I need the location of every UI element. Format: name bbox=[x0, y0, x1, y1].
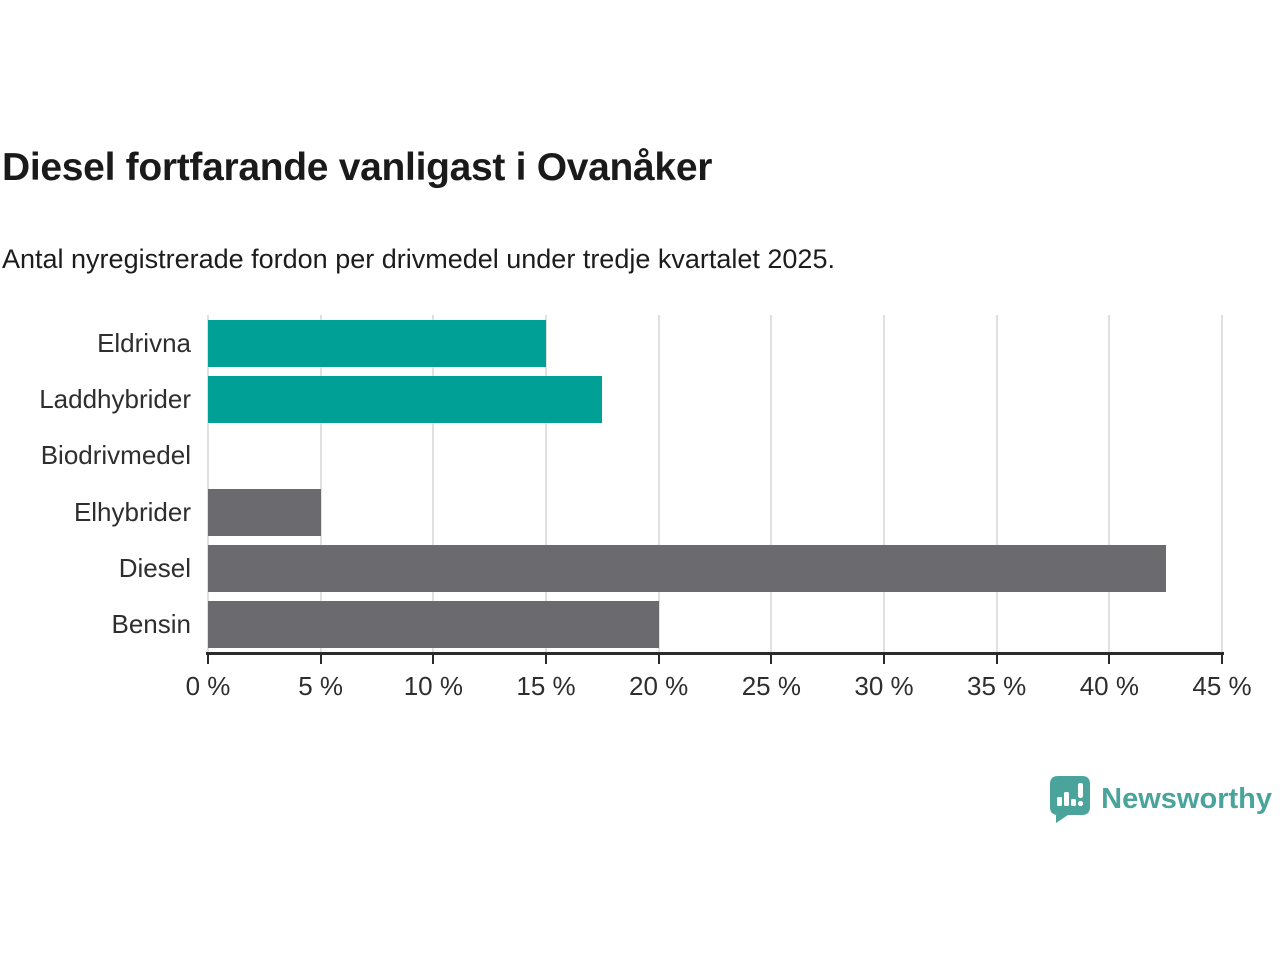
x-tick-mark bbox=[770, 655, 773, 664]
gridline bbox=[1221, 315, 1223, 653]
category-label: Elhybrider bbox=[73, 496, 191, 527]
category-label: Diesel bbox=[118, 552, 191, 583]
newsworthy-brand: Newsworthy bbox=[1048, 775, 1272, 823]
x-tick-mark bbox=[207, 655, 209, 664]
brand-name: Newsworthy bbox=[1101, 782, 1272, 815]
bar-rows bbox=[208, 315, 1222, 653]
bar-row bbox=[208, 315, 1222, 371]
x-tick-label: 25 % bbox=[741, 671, 801, 701]
gridline bbox=[770, 315, 773, 653]
x-tick-label: 20 % bbox=[629, 671, 689, 701]
category-label: Eldrivna bbox=[97, 327, 191, 358]
bar-elhybrider bbox=[208, 488, 321, 536]
gridline bbox=[432, 315, 435, 653]
gridline bbox=[995, 315, 998, 653]
category-label: Bensin bbox=[111, 609, 192, 640]
gridline bbox=[1108, 315, 1111, 653]
x-tick-label: 5 % bbox=[298, 671, 344, 701]
gridline bbox=[545, 315, 547, 653]
x-tick-mark bbox=[657, 655, 660, 664]
category-label: Biodrivmedel bbox=[40, 440, 191, 471]
x-tick-label: 40 % bbox=[1079, 671, 1139, 701]
x-tick-mark bbox=[1221, 655, 1223, 664]
newsworthy-logo-icon bbox=[1048, 775, 1092, 823]
gridline bbox=[207, 315, 209, 653]
x-tick-label: 15 % bbox=[516, 671, 576, 701]
x-tick-label: 0 % bbox=[185, 671, 231, 701]
x-tick-mark bbox=[995, 655, 998, 664]
x-axis-tick-labels: 0 % 5 % 10 % 15 % 20 % 25 % 30 % 35 % 40 % 45 % bbox=[186, 671, 1252, 701]
x-tick-label: 45 % bbox=[1192, 671, 1252, 701]
bar-eldrivna bbox=[208, 319, 546, 367]
plot-area bbox=[207, 315, 1223, 653]
x-tick-label: 10 % bbox=[403, 671, 463, 701]
bar-laddhybrider bbox=[208, 375, 603, 423]
x-tick-mark bbox=[545, 655, 547, 664]
chart-subtitle: Antal nyregistrerade fordon per drivmede… bbox=[2, 244, 835, 274]
gridline bbox=[883, 315, 885, 653]
bar-row bbox=[208, 428, 1222, 484]
chart-title: Diesel fortfarande vanligast i Ovanåker bbox=[2, 146, 713, 189]
x-tick-mark bbox=[432, 655, 435, 664]
gridlines bbox=[207, 315, 1223, 653]
x-tick-label: 35 % bbox=[967, 671, 1027, 701]
x-axis-line bbox=[206, 652, 1224, 655]
gridline bbox=[657, 315, 660, 653]
bar-row bbox=[208, 540, 1222, 596]
bar-row bbox=[208, 371, 1222, 427]
bar-row bbox=[208, 484, 1222, 540]
gridline bbox=[319, 315, 322, 653]
x-tick-mark bbox=[883, 655, 885, 664]
bar-row bbox=[208, 597, 1222, 653]
x-tick-label: 30 % bbox=[854, 671, 914, 701]
x-tick-mark bbox=[319, 655, 322, 664]
bar-bensin bbox=[208, 601, 659, 649]
x-axis-ticks bbox=[207, 655, 1223, 665]
bar-diesel bbox=[208, 544, 1166, 592]
y-axis-category-labels: Eldrivna Laddhybrider Biodrivmedel Elhybrid… bbox=[0, 315, 191, 653]
category-label: Laddhybrider bbox=[39, 383, 191, 414]
x-tick-mark bbox=[1108, 655, 1111, 664]
